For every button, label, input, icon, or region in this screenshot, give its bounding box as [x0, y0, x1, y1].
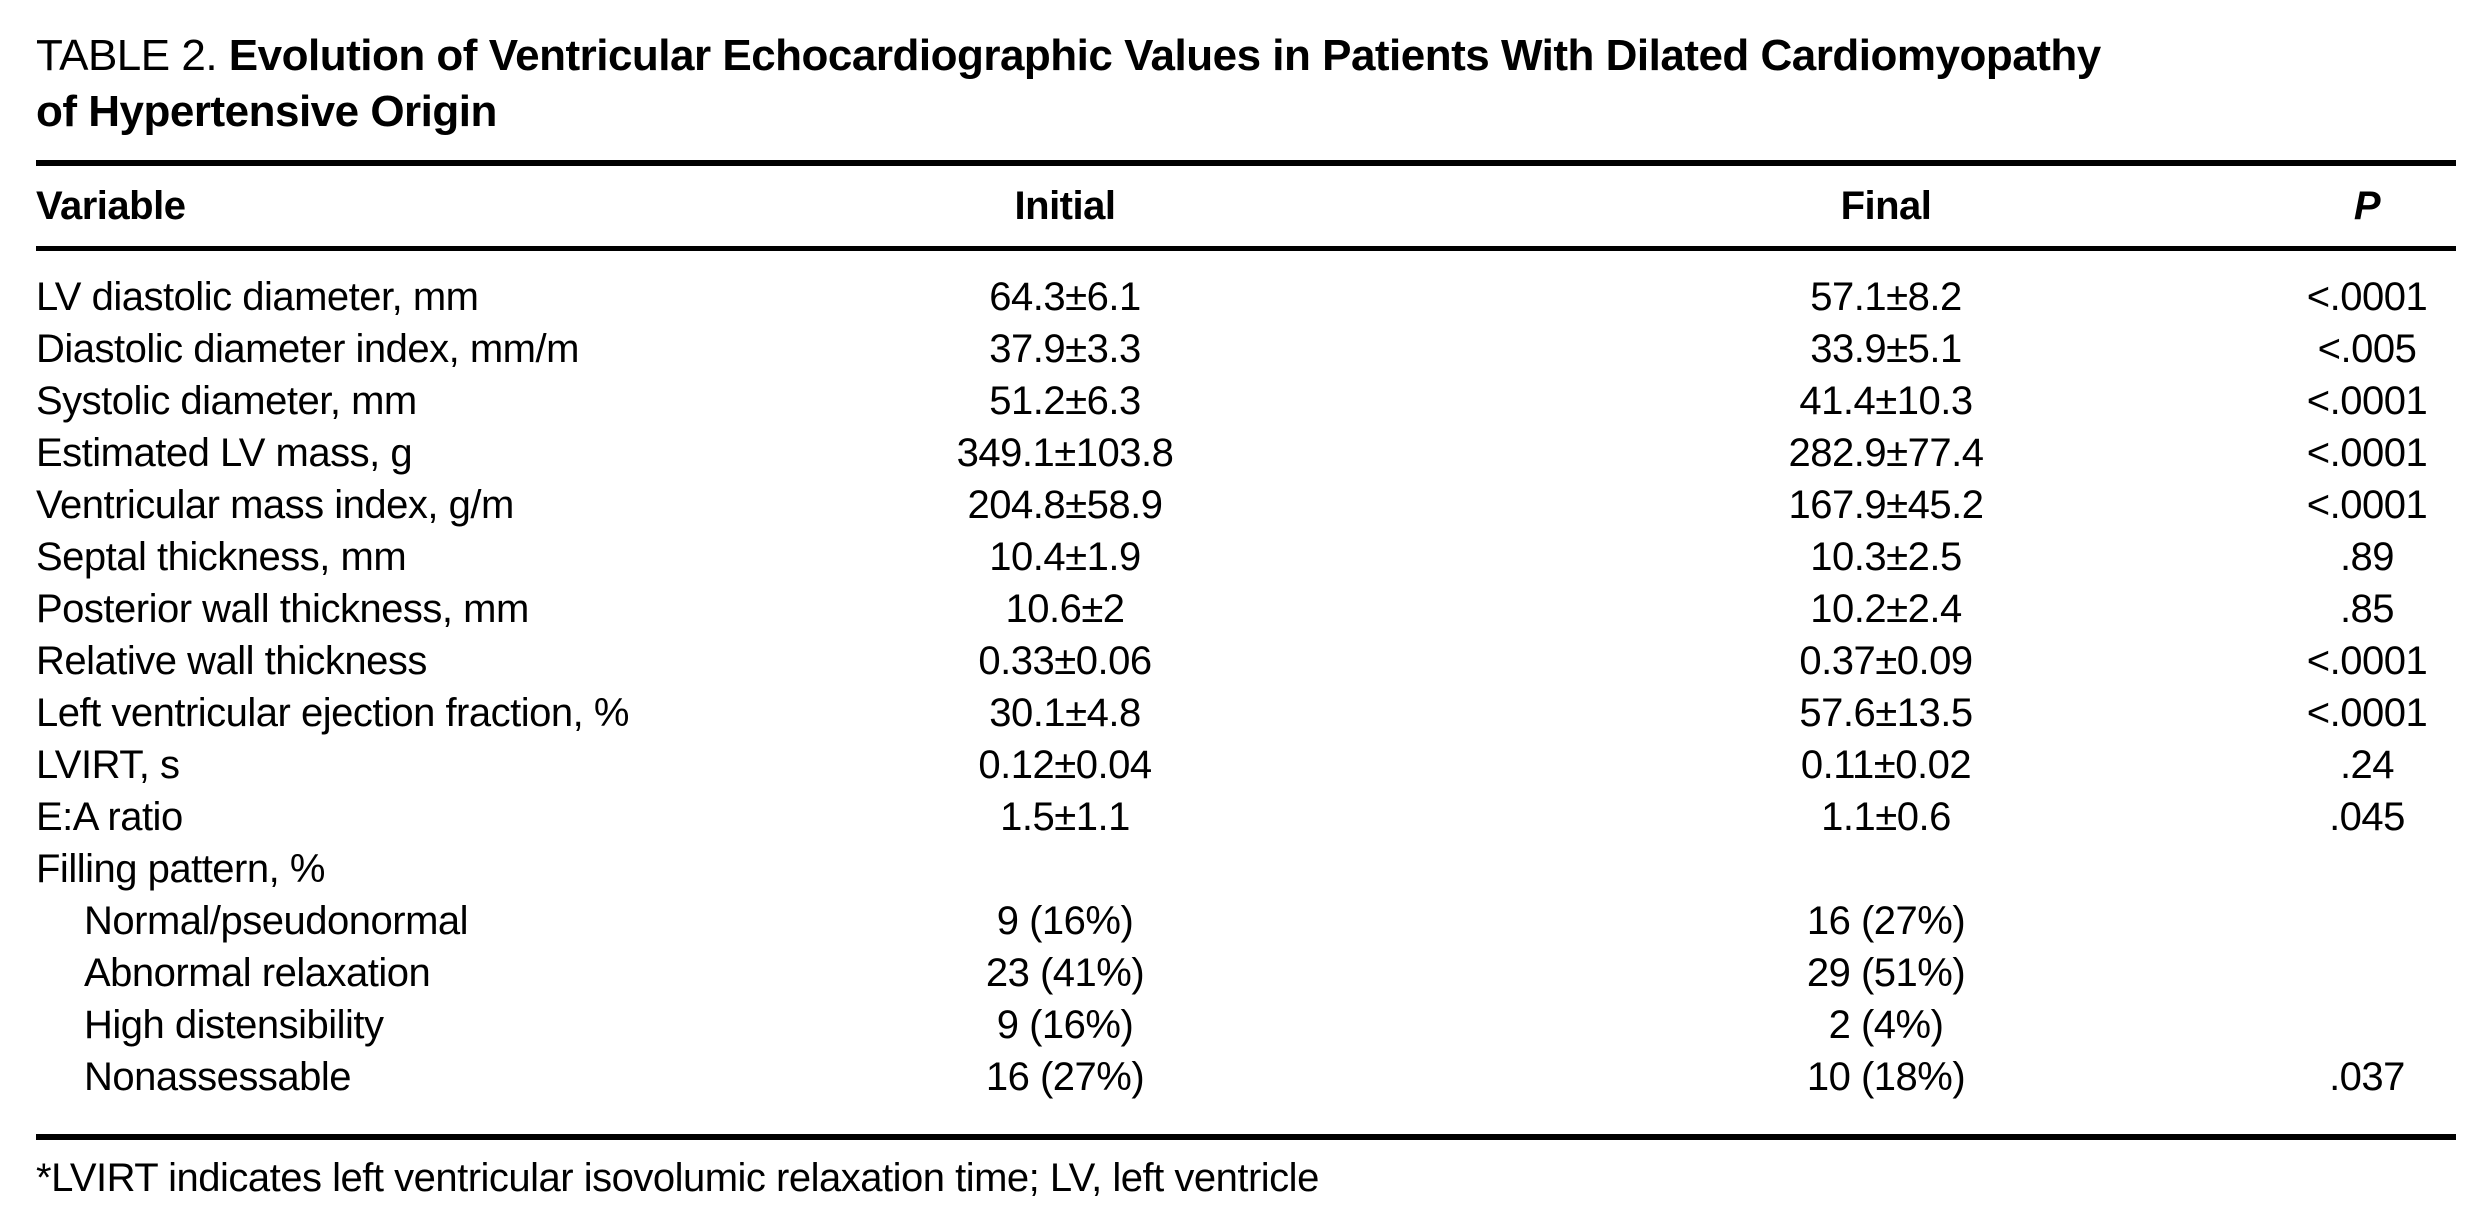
cell-p [2278, 843, 2456, 895]
horizontal-rule-top [36, 160, 2456, 166]
cell-initial: 30.1±4.8 [989, 691, 1141, 735]
cell-initial: 0.12±0.04 [978, 743, 1152, 787]
column-header-variable: Variable [36, 166, 636, 251]
cell-initial: 37.9±3.3 [989, 327, 1141, 371]
cell-p: <.005 [2317, 327, 2417, 371]
cell-final: 10.2±2.4 [1810, 587, 1962, 631]
cell-initial: 9 (16%) [996, 899, 1134, 943]
cell-variable: Ventricular mass index, g/m [36, 483, 514, 527]
cell-variable: Systolic diameter, mm [36, 379, 417, 423]
cell-final: 0.11±0.02 [1800, 743, 1972, 787]
cell-initial: 9 (16%) [996, 1003, 1134, 1047]
table-row: Abnormal relaxation 23 (41%) 29 (51%) [36, 947, 2456, 999]
cell-variable: Relative wall thickness [36, 639, 427, 683]
cell-variable: Left ventricular ejection fraction, % [36, 691, 629, 735]
table-header: Variable Initial Final P [36, 166, 2456, 251]
cell-final: 1.1±0.6 [1821, 795, 1951, 839]
table-row: Relative wall thickness 0.33±0.06 0.37±0.0… [36, 635, 2456, 687]
table-row: E:A ratio 1.5±1.1 1.1±0.6 .045 [36, 791, 2456, 843]
cell-variable: High distensibility [84, 1003, 384, 1047]
cell-initial: 1.5±1.1 [1000, 795, 1130, 839]
table-title-line1: Evolution of Ventricular Echocardiograph… [228, 31, 2101, 80]
cell-p: <.0001 [2306, 431, 2428, 475]
cell-final: 16 (27%) [1806, 899, 1966, 943]
cell-variable: Normal/pseudonormal [84, 899, 469, 943]
table-row: LVIRT, s 0.12±0.04 0.11±0.02 .24 [36, 739, 2456, 791]
table-row: Ventricular mass index, g/m 204.8±58.9 167… [36, 479, 2456, 531]
cell-p: <.0001 [2306, 379, 2428, 423]
column-header-p: P [2278, 166, 2456, 251]
table-body: LV diastolic diameter, mm 64.3±6.1 57.1±8.… [36, 249, 2456, 1104]
cell-variable: E:A ratio [36, 795, 183, 839]
column-header-final: Final [1494, 166, 2278, 251]
cell-final: 10.3±2.5 [1810, 535, 1962, 579]
cell-p: .045 [2329, 795, 2405, 839]
table-row: Estimated LV mass, g 349.1±103.8 282.9±77.… [36, 427, 2456, 479]
cell-initial: 0.33±0.06 [978, 639, 1152, 683]
cell-variable: Filling pattern, % [36, 847, 325, 891]
cell-p: <.0001 [2306, 483, 2428, 527]
cell-variable: Nonassessable [84, 1055, 352, 1099]
table-row: High distensibility 9 (16%) 2 (4%) [36, 999, 2456, 1051]
cell-final: 167.9±45.2 [1788, 483, 1984, 527]
table-title: TABLE 2. Evolution of Ventricular Echoca… [36, 28, 2456, 140]
table-row: Septal thickness, mm 10.4±1.9 10.3±2.5 .89 [36, 531, 2456, 583]
cell-variable: Septal thickness, mm [36, 535, 407, 579]
cell-initial: 51.2±6.3 [989, 379, 1141, 423]
table-header-row: Variable Initial Final P [36, 166, 2456, 251]
cell-variable: Posterior wall thickness, mm [36, 587, 529, 631]
cell-final: 2 (4%) [1828, 1003, 1944, 1047]
table-row: Posterior wall thickness, mm 10.6±2 10.2±2… [36, 583, 2456, 635]
table-row: Systolic diameter, mm 51.2±6.3 41.4±10.3 <.… [36, 375, 2456, 427]
cell-initial [636, 843, 1494, 895]
cell-p: .037 [2329, 1055, 2405, 1099]
table-label: TABLE 2. [36, 31, 218, 80]
cell-p [2278, 947, 2456, 999]
table-row: Normal/pseudonormal 9 (16%) 16 (27%) [36, 895, 2456, 947]
cell-p: <.0001 [2306, 691, 2428, 735]
column-header-initial: Initial [636, 166, 1494, 251]
cell-initial: 23 (41%) [985, 951, 1145, 995]
cell-final: 33.9±5.1 [1810, 327, 1962, 371]
cell-variable: Diastolic diameter index, mm/m [36, 327, 579, 371]
cell-p [2278, 999, 2456, 1051]
cell-initial: 10.6±2 [1005, 587, 1125, 631]
table-footnote: *LVIRT indicates left ventricular isovol… [36, 1156, 1319, 1200]
cell-final: 0.37±0.09 [1799, 639, 1973, 683]
cell-final [1494, 843, 2278, 895]
echocardiographic-values-table: Variable Initial Final P LV diastolic di… [36, 166, 2456, 1103]
cell-variable: LV diastolic diameter, mm [36, 275, 479, 319]
cell-p: .85 [2339, 587, 2395, 631]
table-row: Diastolic diameter index, mm/m 37.9±3.3 33… [36, 323, 2456, 375]
cell-initial: 16 (27%) [985, 1055, 1145, 1099]
cell-p: .89 [2339, 535, 2395, 579]
table-row: Nonassessable 16 (27%) 10 (18%) .037 [36, 1051, 2456, 1103]
cell-variable: Abnormal relaxation [84, 951, 431, 995]
table-title-line2: of Hypertensive Origin [36, 87, 497, 136]
cell-final: 57.1±8.2 [1810, 275, 1962, 319]
cell-initial: 64.3±6.1 [989, 275, 1141, 319]
cell-p: <.0001 [2306, 275, 2428, 319]
cell-final: 10 (18%) [1806, 1055, 1966, 1099]
table-row: Filling pattern, % [36, 843, 2456, 895]
cell-final: 29 (51%) [1806, 951, 1966, 995]
cell-variable: Estimated LV mass, g [36, 431, 413, 475]
cell-p: <.0001 [2306, 639, 2428, 683]
cell-initial: 10.4±1.9 [989, 535, 1141, 579]
cell-p [2278, 895, 2456, 947]
cell-initial: 204.8±58.9 [967, 483, 1163, 527]
table-row: Left ventricular ejection fraction, % 30.… [36, 687, 2456, 739]
horizontal-rule-bottom [36, 1134, 2456, 1140]
cell-initial: 349.1±103.8 [956, 431, 1174, 475]
cell-p: .24 [2339, 743, 2395, 787]
cell-final: 41.4±10.3 [1799, 379, 1973, 423]
cell-variable: LVIRT, s [36, 743, 180, 787]
cell-final: 282.9±77.4 [1788, 431, 1984, 475]
table-row: LV diastolic diameter, mm 64.3±6.1 57.1±8.… [36, 249, 2456, 324]
cell-final: 57.6±13.5 [1799, 691, 1973, 735]
